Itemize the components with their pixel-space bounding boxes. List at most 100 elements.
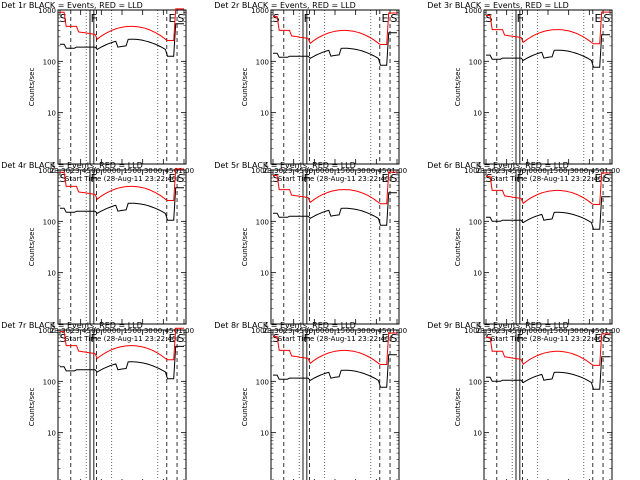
y-tick-label: 1000 <box>38 167 56 175</box>
y-tick-label: 1000 <box>251 7 269 15</box>
y-axis-label: Counts/sec <box>28 228 36 267</box>
y-tick-label: 100 <box>469 378 482 386</box>
series-line-lld <box>273 332 397 365</box>
series-line-events <box>486 196 610 230</box>
interval-marker-label: S <box>273 12 280 25</box>
interval-marker-label: S <box>486 332 493 345</box>
y-tick-label: 10 <box>47 430 56 438</box>
y-axis-label: Counts/sec <box>454 388 462 427</box>
y-tick-label: 100 <box>256 218 269 226</box>
detector-panel: Det 1r BLACK = Events, RED = LLD 1 10 100 10… <box>1 1 194 183</box>
interval-marker-label: E <box>168 172 175 185</box>
panel-title: Det 4r BLACK = Events, RED = LLD <box>1 161 143 170</box>
y-tick-label: 10 <box>260 430 269 438</box>
y-tick-label: 1 <box>478 321 482 329</box>
detector-panel: Det 2r BLACK = Events, RED = LLD 1 10 100 10… <box>214 1 407 183</box>
y-tick-label: 1 <box>265 161 269 169</box>
y-tick-label: 10 <box>47 270 56 278</box>
series-line-lld <box>486 172 610 205</box>
x-axis-label: Start Time (28-Aug-11 23:22:40) <box>278 175 392 183</box>
y-tick-label: 100 <box>256 378 269 386</box>
y-tick-label: 10 <box>473 430 482 438</box>
y-axis-label: Counts/sec <box>241 388 249 427</box>
y-axis-label: Counts/sec <box>241 228 249 267</box>
interval-marker-label: S <box>273 332 280 345</box>
y-tick-label: 1000 <box>38 7 56 15</box>
x-axis-label: Start Time (28-Aug-11 23:22:40) <box>278 335 392 343</box>
series-line-lld <box>60 327 184 361</box>
series-line-events <box>486 356 610 390</box>
interval-marker-label: E <box>381 172 388 185</box>
series-line-events <box>273 192 397 226</box>
detector-panel: Det 6r BLACK = Events, RED = LLD11010010… <box>427 161 620 343</box>
series-line-lld <box>486 333 610 366</box>
panel-title: Det 2r BLACK = Events, RED = LLD <box>214 1 356 10</box>
series-line-lld <box>486 11 610 45</box>
y-tick-label: 1000 <box>464 327 482 335</box>
series-line-lld <box>60 168 184 201</box>
y-tick-label: 1000 <box>38 327 56 335</box>
panel-title: Det 7r BLACK = Events, RED = LLD <box>1 321 143 330</box>
y-tick-label: 1 <box>265 321 269 329</box>
interval-marker-label: S <box>603 172 610 185</box>
interval-marker-label: F <box>517 12 523 25</box>
y-tick-label: 1000 <box>251 327 269 335</box>
interval-marker-label: F <box>304 332 310 345</box>
interval-marker-label: E <box>168 332 175 345</box>
y-tick-label: 1000 <box>464 7 482 15</box>
y-tick-label: 10 <box>47 110 56 118</box>
interval-marker-label: S <box>390 172 397 185</box>
y-axis-label: Counts/sec <box>454 228 462 267</box>
interval-marker-label: F <box>517 172 523 185</box>
y-tick-label: 100 <box>469 58 482 66</box>
x-axis-label: Start Time (28-Aug-11 23:22:40) <box>491 335 605 343</box>
y-tick-label: 1 <box>52 161 56 169</box>
interval-marker-label: F <box>304 12 310 25</box>
interval-marker-label: S <box>390 12 397 25</box>
y-tick-label: 100 <box>43 218 56 226</box>
y-tick-label: 100 <box>256 58 269 66</box>
panel-title: Det 5r BLACK = Events, RED = LLD <box>214 161 356 170</box>
interval-marker-label: S <box>60 172 67 185</box>
y-tick-label: 1 <box>52 321 56 329</box>
interval-marker-label: F <box>91 332 97 345</box>
detector-panel: Det 4r BLACK = Events, RED = LLD11010010… <box>1 161 194 343</box>
interval-marker-label: S <box>177 172 184 185</box>
interval-marker-label: S <box>486 172 493 185</box>
detector-panel: Det 3r BLACK = Events, RED = LLD 1 10 100 10… <box>427 1 620 183</box>
y-tick-label: 10 <box>260 270 269 278</box>
interval-marker-label: S <box>177 332 184 345</box>
interval-marker-label: E <box>594 332 601 345</box>
series-line-events <box>486 34 610 68</box>
series-line-lld <box>273 12 397 45</box>
y-axis-label: Counts/sec <box>28 388 36 427</box>
y-tick-label: 1000 <box>251 167 269 175</box>
interval-marker-label: S <box>486 12 493 25</box>
y-axis-label: Counts/sec <box>241 68 249 107</box>
panel-title: Det 8r BLACK = Events, RED = LLD <box>214 321 356 330</box>
interval-marker-label: E <box>381 332 388 345</box>
panel-title: Det 3r BLACK = Events, RED = LLD <box>427 1 569 10</box>
interval-marker-label: S <box>60 332 67 345</box>
panel-title: Det 1r BLACK = Events, RED = LLD <box>1 1 143 10</box>
y-tick-label: 10 <box>473 110 482 118</box>
series-line-lld <box>273 171 397 205</box>
y-tick-label: 100 <box>43 58 56 66</box>
y-tick-label: 10 <box>473 270 482 278</box>
interval-marker-label: S <box>177 12 184 25</box>
y-tick-label: 1000 <box>464 167 482 175</box>
interval-marker-label: S <box>603 12 610 25</box>
interval-marker-label: F <box>91 12 97 25</box>
y-tick-label: 100 <box>469 218 482 226</box>
series-line-events <box>60 345 184 380</box>
panel-title: Det 9r BLACK = Events, RED = LLD <box>427 321 569 330</box>
interval-marker-label: F <box>304 172 310 185</box>
y-axis-label: Counts/sec <box>28 68 36 107</box>
series-line-events <box>273 354 397 388</box>
y-tick-label: 100 <box>43 378 56 386</box>
y-axis-label: Counts/sec <box>454 68 462 107</box>
